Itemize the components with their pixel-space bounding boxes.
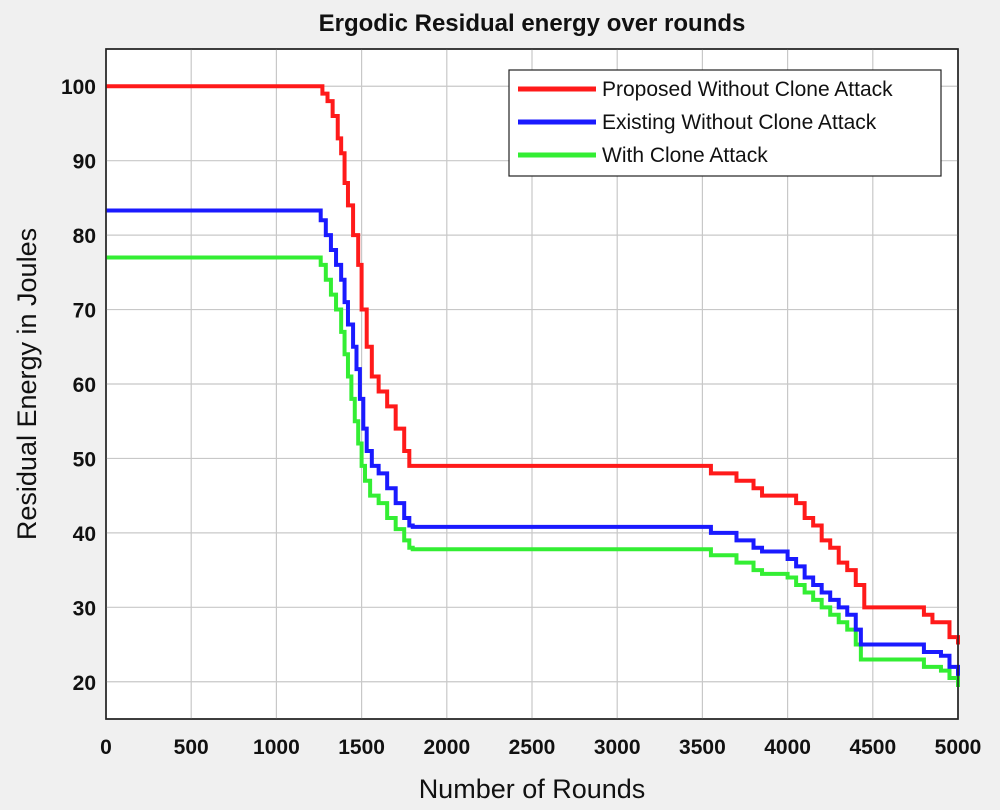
y-tick-label: 100 xyxy=(61,76,96,99)
x-tick-label: 2000 xyxy=(423,736,470,759)
x-tick-label: 4500 xyxy=(849,736,896,759)
y-tick-label: 20 xyxy=(73,672,96,695)
x-tick-label: 500 xyxy=(174,736,209,759)
series-line xyxy=(106,84,960,645)
chart-title: Ergodic Residual energy over rounds xyxy=(319,10,746,37)
series-line xyxy=(106,208,960,676)
y-tick-label: 40 xyxy=(73,523,96,546)
series-layer xyxy=(106,84,960,687)
x-tick-label: 3000 xyxy=(594,736,641,759)
y-tick-label: 50 xyxy=(73,448,96,471)
x-tick-label: 0 xyxy=(100,736,112,759)
y-axis-ticks: 20 30 40 50 60 70 80 90 100 xyxy=(61,76,96,695)
plot-border xyxy=(105,48,959,720)
x-tick-label: 1500 xyxy=(338,736,385,759)
legend-entry: Proposed Without Clone Attack xyxy=(602,78,893,101)
y-axis-label: Residual Energy in Joules xyxy=(12,228,42,540)
legend-entry: With Clone Attack xyxy=(602,144,768,167)
y-tick-label: 80 xyxy=(73,225,96,248)
y-tick-label: 70 xyxy=(73,300,96,323)
x-tick-label: 2500 xyxy=(509,736,556,759)
x-tick-label: 1000 xyxy=(253,736,300,759)
legend: Proposed Without Clone Attack Existing Wi… xyxy=(508,69,942,177)
x-tick-label: 5000 xyxy=(935,736,982,759)
legend-entry: Existing Without Clone Attack xyxy=(602,111,877,134)
x-tick-label: 4000 xyxy=(764,736,811,759)
y-tick-label: 90 xyxy=(73,151,96,174)
y-tick-label: 30 xyxy=(73,597,96,620)
y-tick-label: 60 xyxy=(73,374,96,397)
x-tick-label: 3500 xyxy=(679,736,726,759)
x-axis-label: Number of Rounds xyxy=(419,774,646,804)
x-axis-ticks: 0 500 1000 1500 2000 2500 3000 3500 4000 4500 5000 xyxy=(100,736,981,759)
